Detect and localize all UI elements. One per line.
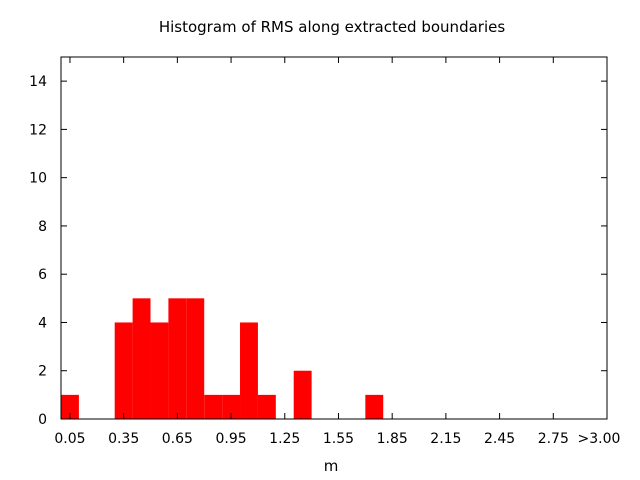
histogram-bar-0.75	[186, 298, 205, 419]
y-tick-label: 2	[38, 364, 47, 380]
histogram-bar-0.45	[132, 298, 151, 419]
x-tick-label: 1.55	[323, 431, 354, 447]
x-axis-ticks: 0.05 0.35 0.65 0.95 1.25 1.55 1.85 2.15 2.45 2.75…	[54, 57, 620, 447]
plot-frame	[60, 56, 608, 420]
histogram-bar-0.55	[150, 322, 169, 419]
histogram-bar-1.15	[257, 394, 276, 419]
x-tick-label: 1.25	[269, 431, 300, 447]
x-tick-label: 0.95	[215, 431, 246, 447]
y-tick-label: 14	[29, 74, 47, 90]
chart-title: Histogram of RMS along extracted boundar…	[159, 18, 506, 36]
x-tick-label: 1.85	[377, 431, 408, 447]
x-tick-label: 2.45	[484, 431, 515, 447]
x-tick-label: 2.75	[538, 431, 569, 447]
y-tick-label: 8	[38, 219, 47, 235]
histogram-bar-0.95	[222, 394, 241, 419]
x-tick-label: 0.35	[108, 431, 139, 447]
histogram-bar-0.05	[61, 394, 79, 419]
histogram-bar-0.85	[204, 394, 223, 419]
y-tick-label: 12	[29, 122, 47, 138]
x-tick-label: 2.15	[430, 431, 461, 447]
histogram-bar-1.75	[365, 394, 384, 419]
x-tick-label: >3.00	[578, 431, 621, 447]
histogram-bar-1.35	[293, 370, 312, 419]
y-tick-label: 6	[38, 267, 47, 283]
y-tick-label: 10	[29, 171, 47, 187]
bars-group	[61, 298, 384, 419]
x-axis-label: m	[324, 457, 339, 475]
y-axis-ticks: 0 2 4 6 8 10 12 14	[29, 74, 607, 428]
y-tick-label: 0	[38, 412, 47, 428]
histogram-bar-0.35	[114, 322, 133, 419]
x-tick-label: 0.65	[162, 431, 193, 447]
histogram-bar-0.65	[168, 298, 187, 419]
y-tick-label: 4	[38, 315, 47, 331]
x-tick-label: 0.05	[54, 431, 85, 447]
histogram-bar-1.05	[240, 322, 258, 419]
